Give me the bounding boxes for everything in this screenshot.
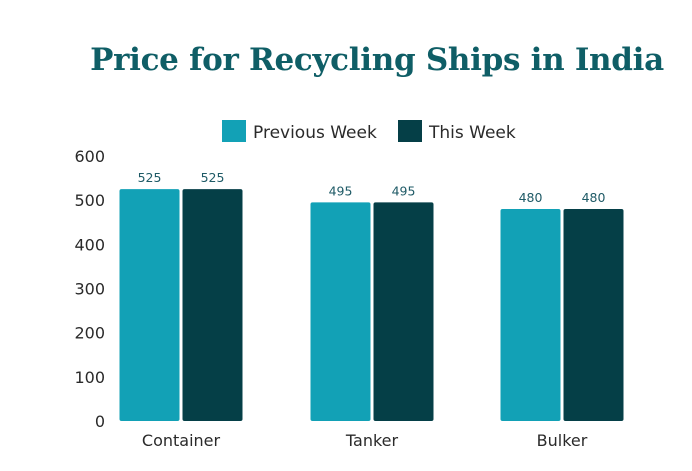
bar-tanker-this-week bbox=[373, 202, 434, 421]
chart-title: Price for Recycling Ships in India bbox=[90, 42, 664, 78]
bar-container-this-week bbox=[182, 189, 243, 421]
data-label: 495 bbox=[329, 183, 353, 198]
bar-tanker-previous-week bbox=[310, 202, 371, 421]
legend: Previous Week This Week bbox=[222, 120, 516, 143]
legend-swatch-this-week bbox=[398, 120, 422, 142]
x-category-label: Tanker bbox=[345, 431, 399, 450]
x-category-label: Container bbox=[142, 431, 221, 450]
data-label: 525 bbox=[201, 170, 225, 185]
legend-label: Previous Week bbox=[253, 123, 377, 143]
y-tick-label: 100 bbox=[74, 368, 105, 387]
x-axis: Container Tanker Bulker bbox=[142, 431, 588, 450]
data-label: 480 bbox=[582, 190, 606, 205]
x-category-label: Bulker bbox=[537, 431, 588, 450]
data-label: 495 bbox=[392, 183, 416, 198]
data-label: 525 bbox=[138, 170, 162, 185]
legend-label: This Week bbox=[428, 123, 516, 143]
y-tick-label: 400 bbox=[74, 235, 105, 254]
bar-bulker-previous-week bbox=[500, 209, 561, 421]
y-tick-label: 300 bbox=[74, 280, 105, 299]
y-tick-label: 500 bbox=[74, 191, 105, 210]
y-axis: 0 100 200 300 400 500 600 bbox=[74, 147, 105, 431]
y-tick-label: 200 bbox=[74, 324, 105, 343]
bar-bulker-this-week bbox=[563, 209, 624, 421]
bars: 525 525 495 495 480 480 bbox=[119, 170, 624, 421]
legend-swatch-previous-week bbox=[222, 120, 246, 142]
data-label: 480 bbox=[519, 190, 543, 205]
y-tick-label: 600 bbox=[74, 147, 105, 166]
bar-container-previous-week bbox=[119, 189, 180, 421]
y-tick-label: 0 bbox=[95, 412, 105, 431]
